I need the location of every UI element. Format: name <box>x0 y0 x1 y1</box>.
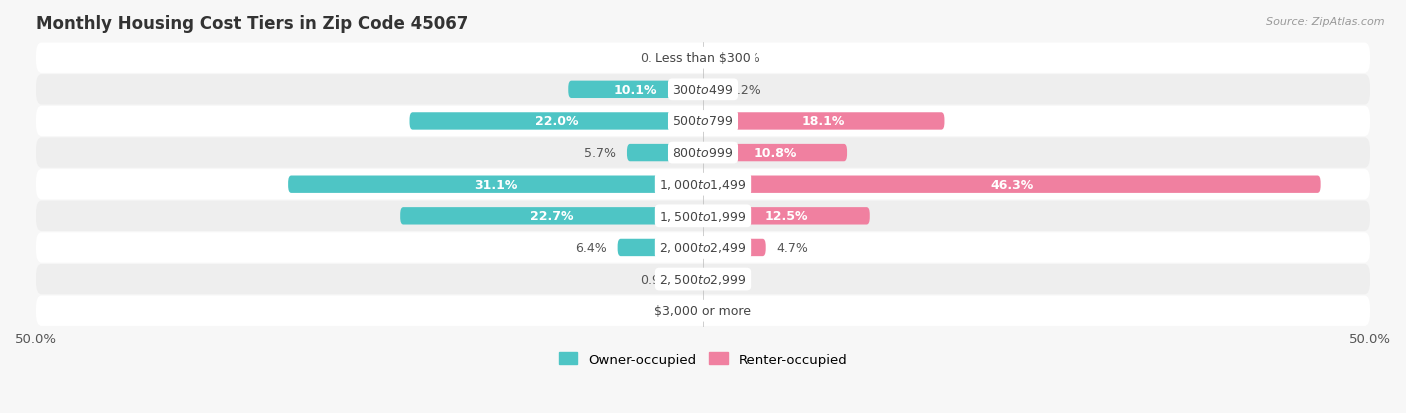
Text: 6.4%: 6.4% <box>575 241 607 254</box>
FancyBboxPatch shape <box>37 264 1369 294</box>
FancyBboxPatch shape <box>37 107 1369 137</box>
Text: $1,500 to $1,999: $1,500 to $1,999 <box>659 209 747 223</box>
Text: $1,000 to $1,499: $1,000 to $1,499 <box>659 178 747 192</box>
Text: 10.1%: 10.1% <box>614 83 658 97</box>
FancyBboxPatch shape <box>401 208 703 225</box>
FancyBboxPatch shape <box>409 113 703 131</box>
Text: 0.0%: 0.0% <box>714 304 745 318</box>
FancyBboxPatch shape <box>37 201 1369 231</box>
Text: 4.7%: 4.7% <box>776 241 808 254</box>
FancyBboxPatch shape <box>703 113 945 131</box>
FancyBboxPatch shape <box>37 170 1369 200</box>
Text: 0.91%: 0.91% <box>641 273 681 286</box>
FancyBboxPatch shape <box>703 176 1320 193</box>
Text: 0.94%: 0.94% <box>640 52 679 65</box>
Text: 5.7%: 5.7% <box>585 147 616 160</box>
Text: 12.5%: 12.5% <box>765 210 808 223</box>
Text: 0.0%: 0.0% <box>714 273 745 286</box>
FancyBboxPatch shape <box>703 208 870 225</box>
FancyBboxPatch shape <box>37 233 1369 263</box>
Text: 22.0%: 22.0% <box>534 115 578 128</box>
Text: $2,000 to $2,499: $2,000 to $2,499 <box>659 241 747 255</box>
FancyBboxPatch shape <box>690 50 703 67</box>
FancyBboxPatch shape <box>627 145 703 162</box>
Text: $800 to $999: $800 to $999 <box>672 147 734 160</box>
FancyBboxPatch shape <box>568 81 703 99</box>
FancyBboxPatch shape <box>703 50 717 67</box>
Text: Source: ZipAtlas.com: Source: ZipAtlas.com <box>1267 17 1385 26</box>
Text: Less than $300: Less than $300 <box>655 52 751 65</box>
FancyBboxPatch shape <box>288 176 703 193</box>
FancyBboxPatch shape <box>37 138 1369 169</box>
FancyBboxPatch shape <box>703 81 718 99</box>
FancyBboxPatch shape <box>699 302 703 320</box>
Text: 22.7%: 22.7% <box>530 210 574 223</box>
Text: 10.8%: 10.8% <box>754 147 797 160</box>
Text: $3,000 or more: $3,000 or more <box>655 304 751 318</box>
FancyBboxPatch shape <box>37 43 1369 74</box>
Text: 18.1%: 18.1% <box>801 115 845 128</box>
FancyBboxPatch shape <box>703 145 846 162</box>
Text: $300 to $499: $300 to $499 <box>672 83 734 97</box>
Text: 31.1%: 31.1% <box>474 178 517 191</box>
Text: 1.2%: 1.2% <box>730 83 762 97</box>
FancyBboxPatch shape <box>703 239 766 256</box>
FancyBboxPatch shape <box>617 239 703 256</box>
FancyBboxPatch shape <box>690 271 703 288</box>
FancyBboxPatch shape <box>37 296 1369 326</box>
Text: 1.1%: 1.1% <box>728 52 761 65</box>
Text: Monthly Housing Cost Tiers in Zip Code 45067: Monthly Housing Cost Tiers in Zip Code 4… <box>37 15 468 33</box>
Legend: Owner-occupied, Renter-occupied: Owner-occupied, Renter-occupied <box>554 347 852 371</box>
Text: 0.27%: 0.27% <box>648 304 689 318</box>
Text: $500 to $799: $500 to $799 <box>672 115 734 128</box>
Text: 46.3%: 46.3% <box>990 178 1033 191</box>
Text: $2,500 to $2,999: $2,500 to $2,999 <box>659 273 747 286</box>
FancyBboxPatch shape <box>37 75 1369 105</box>
